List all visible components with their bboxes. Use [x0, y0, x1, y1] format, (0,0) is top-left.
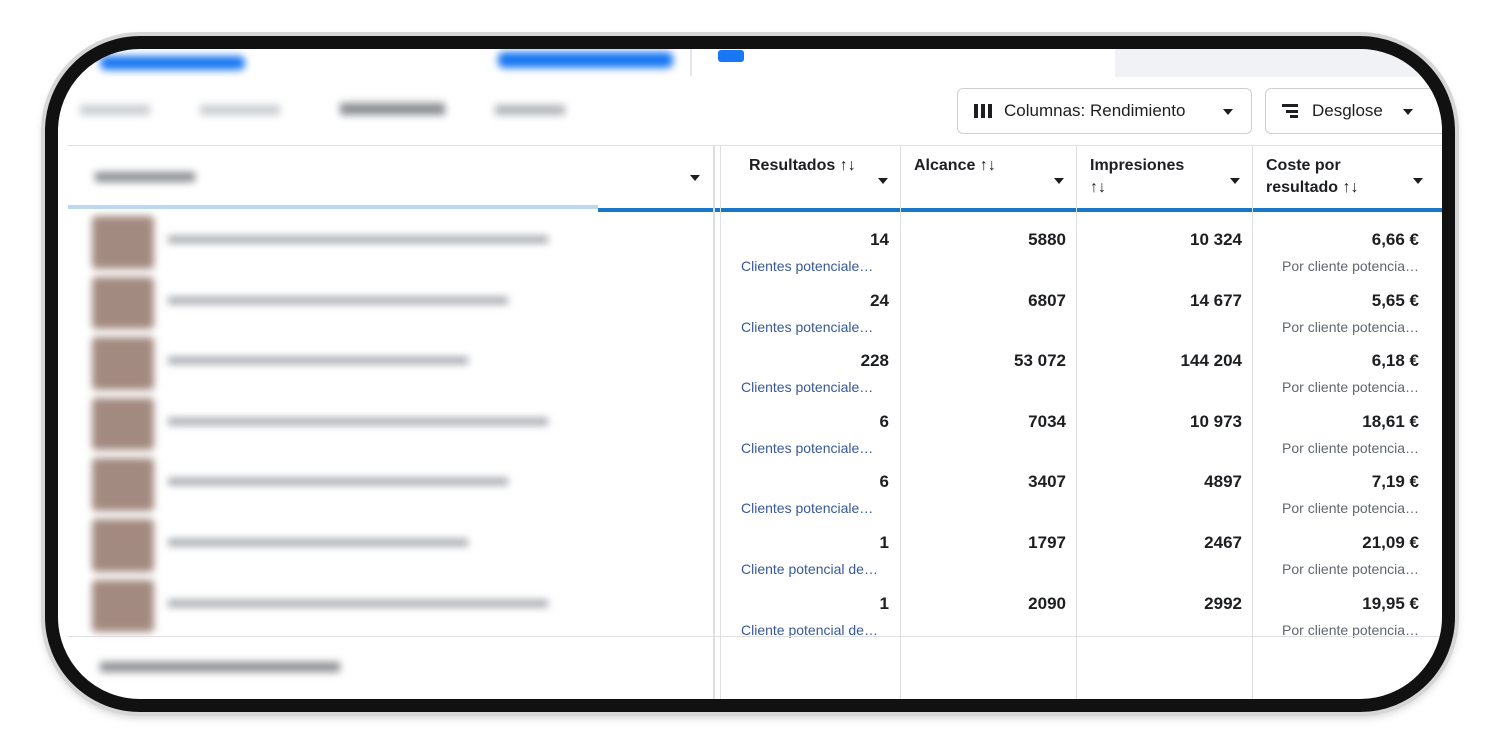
column-divider — [900, 145, 901, 699]
cost: 5,65 € — [1371, 290, 1419, 310]
column-header: Coste por resultado ↑↓ — [1266, 157, 1359, 196]
screen: Columnas: Rendimiento Desglose Resultado… — [58, 49, 1442, 699]
left-blue-line — [68, 205, 598, 209]
caret — [1054, 178, 1064, 184]
impressions: 2992 — [1204, 593, 1242, 613]
results: 1 — [879, 533, 889, 552]
reach: 5880 — [1028, 230, 1066, 249]
column-header: Impresiones ↑↓ — [1090, 157, 1185, 196]
blue-line — [598, 208, 1442, 212]
results-type: Cliente potencial de… — [741, 621, 878, 638]
top-panel — [1115, 49, 1442, 77]
blurred-name — [168, 539, 468, 546]
results: 1 — [879, 593, 889, 613]
reach: 3407 — [1028, 472, 1066, 492]
results: 6 — [879, 411, 889, 431]
blurred-toolbar — [495, 105, 565, 115]
results: 24 — [870, 290, 889, 310]
reach: 53 072 — [1014, 351, 1066, 371]
reach: 7034 — [1028, 411, 1066, 431]
caret — [690, 175, 700, 181]
phone-frame: Columnas: Rendimiento Desglose Resultado… — [45, 36, 1455, 712]
results-type: Clientes potenciale… — [741, 258, 874, 274]
cost-type: Por cliente potencia… — [1282, 258, 1419, 274]
impressions: 2467 — [1204, 533, 1242, 552]
cost: 6,18 € — [1371, 351, 1419, 371]
column-header: Resultados ↑↓ — [749, 157, 856, 174]
blurred-toolbar — [200, 105, 280, 115]
blurred-name — [168, 599, 548, 607]
cost-type: Por cliente potencia… — [1282, 379, 1419, 396]
thumbnail — [92, 337, 154, 390]
caret — [1230, 178, 1240, 184]
impressions: 10 973 — [1190, 411, 1242, 431]
impressions: 144 204 — [1180, 351, 1242, 371]
blurred-name — [168, 296, 508, 304]
results-type: Clientes potenciale… — [741, 439, 874, 456]
cost: 18,61 € — [1362, 411, 1419, 431]
blurred-top — [498, 52, 673, 68]
results: 14 — [870, 230, 889, 249]
cost: 7,19 € — [1371, 472, 1419, 492]
columns-button[interactable]: Columnas: Rendimiento — [957, 88, 1252, 134]
column-divider — [713, 145, 715, 699]
column-divider — [1076, 145, 1077, 699]
thumbnail — [92, 458, 154, 511]
blurred-toolbar — [80, 105, 150, 115]
thumbnail — [92, 519, 154, 572]
results: 6 — [879, 472, 889, 492]
cost-type: Por cliente potencia… — [1282, 621, 1419, 638]
blurred-name — [168, 236, 548, 243]
results: 228 — [860, 351, 889, 371]
thumbnail — [92, 579, 154, 633]
columns-icon — [974, 104, 992, 118]
impressions: 4897 — [1204, 472, 1242, 492]
blurred-name — [168, 417, 548, 425]
column-divider — [720, 145, 721, 699]
columns-label: Columnas: Rendimiento — [1004, 101, 1186, 120]
blurred-name — [168, 357, 468, 365]
header-top-border — [68, 145, 1442, 146]
cost-type: Por cliente potencia… — [1282, 561, 1419, 577]
cost: 6,66 € — [1371, 230, 1419, 249]
blurred-footer — [100, 662, 340, 672]
top-divider — [690, 49, 692, 76]
blurred-toolbar — [340, 103, 445, 115]
row-border — [68, 636, 1442, 638]
caret — [1413, 178, 1423, 184]
cost-type: Por cliente potencia… — [1282, 318, 1419, 335]
cost-type: Por cliente potencia… — [1282, 439, 1419, 456]
reach: 2090 — [1028, 593, 1066, 613]
breakdown-button[interactable]: Desglose — [1265, 88, 1442, 134]
breakdown-label: Desglose — [1312, 101, 1383, 120]
results-type: Cliente potencial de… — [741, 561, 878, 577]
cost-type: Por cliente potencia… — [1282, 500, 1419, 517]
impressions: 14 677 — [1190, 290, 1242, 310]
blurred-header — [95, 172, 195, 182]
blurred-top — [718, 50, 744, 62]
cost: 19,95 € — [1362, 593, 1419, 613]
impressions: 10 324 — [1190, 230, 1242, 249]
blurred-top — [100, 56, 245, 70]
results-type: Clientes potenciale… — [741, 379, 874, 396]
reach: 6807 — [1028, 290, 1066, 310]
blurred-name — [168, 478, 508, 486]
breakdown-icon — [1282, 104, 1298, 118]
column-header: Alcance ↑↓ — [914, 157, 996, 174]
cost: 21,09 € — [1362, 533, 1419, 552]
thumbnail — [92, 216, 154, 269]
caret — [878, 178, 888, 184]
column-divider — [1252, 145, 1253, 699]
results-type: Clientes potenciale… — [741, 318, 874, 335]
thumbnail — [92, 276, 154, 330]
reach: 1797 — [1028, 533, 1066, 552]
results-type: Clientes potenciale… — [741, 500, 874, 517]
thumbnail — [92, 397, 154, 451]
